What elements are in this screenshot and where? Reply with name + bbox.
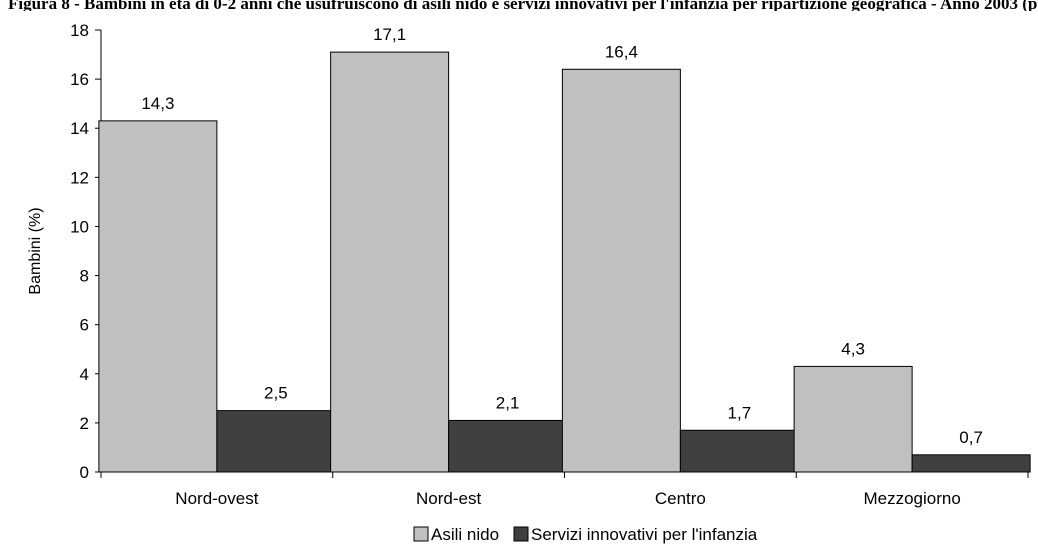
y-tick-label: 6 [80,316,89,335]
y-tick-label: 18 [70,21,89,40]
bar-value-label: 4,3 [841,339,865,358]
bar-value-label: 2,5 [264,384,288,403]
bar-asili-nido-nord-est [330,51,450,473]
legend-swatch [413,526,429,542]
x-category-label: Centro [655,489,706,508]
y-tick-label: 12 [70,168,89,187]
y-tick-label: 0 [80,463,89,482]
bar-value-label: 14,3 [141,94,174,113]
x-category-label: Mezzogiorno [863,489,960,508]
bar-asili-nido-mezzogiorno [793,365,913,473]
bar-value-label: 1,7 [728,403,752,422]
x-category-label: Nord-est [416,489,481,508]
bar-value-label: 17,1 [373,25,406,44]
y-tick-label: 4 [80,365,89,384]
y-tick-label: 14 [70,119,89,138]
y-axis-title: Bambini (%) [27,207,44,294]
bar-asili-nido-centro [561,68,681,473]
legend-swatch [513,526,529,542]
x-category-label: Nord-ovest [175,489,258,508]
bar-asili-nido-nord-ovest [98,120,218,473]
plot-area: 0 2 4 6 8 10 12 14 16 18 14,3 2,5 Nord-ovest 17,1 2,1 N… [70,21,1031,508]
legend: Asili nido Servizi innovativi per l'infan… [413,525,758,544]
y-tick-label: 2 [80,414,89,433]
legend-label: Asili nido [431,525,499,544]
bar-value-label: 16,4 [605,42,638,61]
bar-servizi-innovativi-centro [679,429,799,473]
bar-value-label: 0,7 [959,428,983,447]
y-tick-label: 10 [70,217,89,236]
bar-servizi-innovativi-mezzogiorno [911,454,1031,473]
y-tick-label: 16 [70,70,89,89]
legend-label: Servizi innovativi per l'infanzia [531,525,758,544]
bar-servizi-innovativi-nord-est [448,419,568,473]
y-tick-label: 8 [80,267,89,286]
bar-value-label: 2,1 [496,393,520,412]
bar-servizi-innovativi-nord-ovest [216,410,336,473]
chart-header-text: Figura 8 - Bambini in età di 0-2 anni ch… [8,0,1038,13]
y-axis-title-text: Bambini (%) [27,207,44,294]
